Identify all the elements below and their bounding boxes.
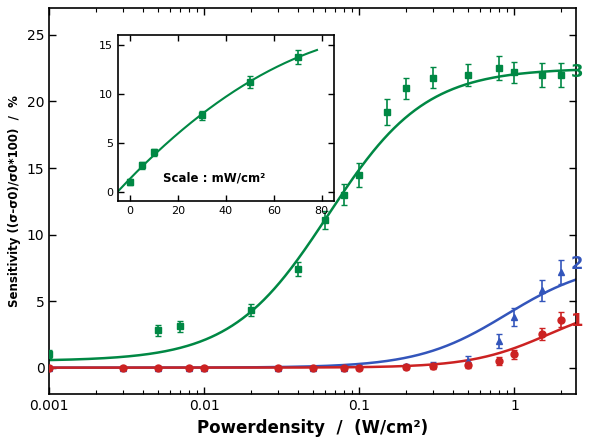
Text: 3: 3 — [571, 63, 583, 81]
Y-axis label: Sensitivity ((σ-σ0)/σ0*100)  /  %: Sensitivity ((σ-σ0)/σ0*100) / % — [8, 95, 21, 307]
Text: 2: 2 — [571, 255, 583, 273]
X-axis label: Powerdensity  /  (W/cm²): Powerdensity / (W/cm²) — [197, 419, 428, 437]
Text: 1: 1 — [571, 312, 583, 330]
